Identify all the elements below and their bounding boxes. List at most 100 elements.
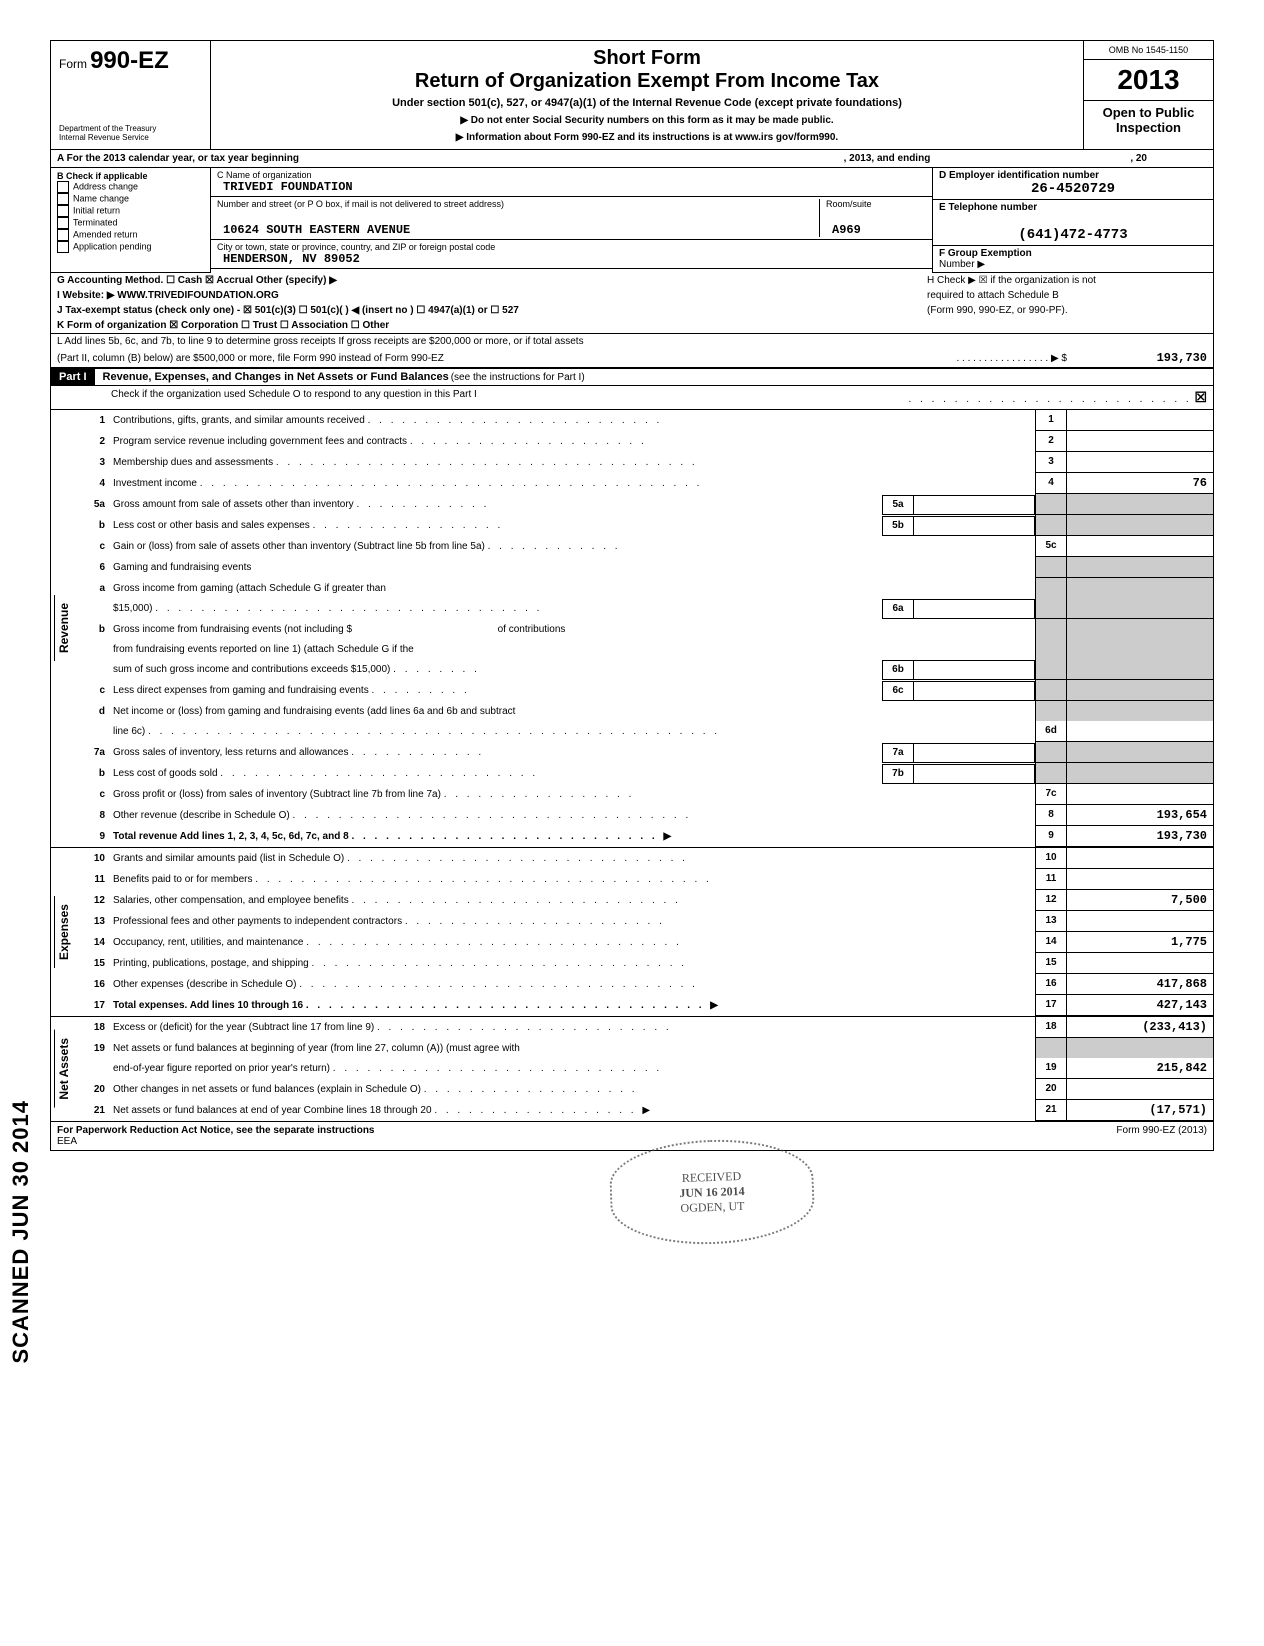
line-k: K Form of organization ☒ Corporation ☐ T… (57, 320, 1207, 331)
line-21-desc: Net assets or fund balances at end of ye… (113, 1105, 432, 1116)
short-form-label: Short Form (219, 47, 1075, 70)
line-l1: L Add lines 5b, 6c, and 7b, to line 9 to… (57, 336, 584, 347)
city-state-zip: HENDERSON, NV 89052 (217, 252, 926, 266)
form-title: Return of Organization Exempt From Incom… (219, 70, 1075, 93)
line-15-desc: Printing, publications, postage, and shi… (113, 958, 309, 969)
form-subtitle: Under section 501(c), 527, or 4947(a)(1)… (219, 97, 1075, 109)
line-9-val: 193,730 (1066, 826, 1213, 847)
netassets-vertical: Net Assets (54, 1030, 73, 1108)
check-mark: ☒ (1194, 389, 1207, 405)
line-7b-box: 7b (882, 764, 913, 784)
section-d-label: D Employer identification number (939, 170, 1207, 181)
line-10-val (1066, 848, 1213, 869)
line-5a-desc: Gross amount from sale of assets other t… (113, 499, 354, 510)
line-2-val (1066, 431, 1213, 452)
section-c: C Name of organization TRIVEDI FOUNDATIO… (211, 168, 933, 273)
header-left: Form 990-EZ Department of the Treasury I… (51, 41, 211, 149)
line-7b-val (1066, 763, 1213, 784)
footer-right: Form 990-EZ (2013) (1116, 1125, 1207, 1147)
line-2-desc: Program service revenue including govern… (113, 436, 407, 447)
form-number: 990-EZ (90, 47, 169, 74)
instruction-2: ▶ Information about Form 990-EZ and its … (219, 132, 1075, 143)
scanned-stamp: SCANNED JUN 30 2014 (8, 1100, 34, 1364)
checkbox-name-change[interactable] (57, 193, 69, 205)
tax-year: 2013 (1084, 60, 1213, 101)
line-17-desc: Total expenses. Add lines 10 through 16 (113, 1000, 303, 1011)
identity-block: B Check if applicable Address change Nam… (50, 168, 1214, 273)
line-6d-pre: Net income or (loss) from gaming and fun… (113, 706, 515, 717)
line-6b-mid: of contributions (498, 624, 566, 635)
line-5b-box: 5b (882, 516, 913, 536)
section-b: B Check if applicable Address change Nam… (51, 168, 211, 273)
netassets-side-label: Net Assets (51, 1017, 75, 1121)
part-1-title: Revenue, Expenses, and Changes in Net As… (95, 371, 449, 383)
line-1-val (1066, 410, 1213, 431)
line-1-desc: Contributions, gifts, grants, and simila… (113, 415, 365, 426)
label-initial-return: Initial return (73, 205, 120, 215)
line-6b-subval (913, 660, 1035, 680)
line-h3: (Form 990, 990-EZ, or 990-PF). (927, 305, 1207, 316)
line-j-row: J Tax-exempt status (check only one) - ☒… (50, 303, 1214, 318)
form-990ez: Form 990-EZ Department of the Treasury I… (50, 40, 1214, 1151)
line-6b-box: 6b (882, 660, 913, 680)
open-to-public: Open to Public Inspection (1084, 101, 1213, 139)
line-i-row: I Website: ▶ WWW.TRIVEDIFOUNDATION.ORG r… (50, 288, 1214, 303)
line-14-desc: Occupancy, rent, utilities, and maintena… (113, 937, 303, 948)
line-k-row: K Form of organization ☒ Corporation ☐ T… (50, 318, 1214, 334)
checkbox-initial-return[interactable] (57, 205, 69, 217)
street-label: Number and street (or P O box, if mail i… (217, 199, 819, 209)
line-7c-val (1066, 784, 1213, 805)
line-7a-subval (913, 743, 1035, 763)
check-dots: . . . . . . . . . . . . . . . . . . . . … (909, 394, 1192, 405)
phone-value: (641)472-4773 (939, 227, 1207, 243)
line-l-amount: 193,730 (1067, 351, 1207, 365)
line-l-row2: (Part II, column (B) below) are $500,000… (50, 349, 1214, 368)
checkbox-address-change[interactable] (57, 181, 69, 193)
department: Department of the Treasury Internal Reve… (59, 125, 202, 143)
checkbox-amended[interactable] (57, 229, 69, 241)
expenses-vertical: Expenses (54, 896, 73, 968)
checkbox-application-pending[interactable] (57, 241, 69, 253)
checkbox-terminated[interactable] (57, 217, 69, 229)
check-text: Check if the organization used Schedule … (111, 389, 477, 406)
line-19-preval (1066, 1038, 1213, 1058)
line-5a-val (1066, 494, 1213, 515)
line-18-desc: Excess or (deficit) for the year (Subtra… (113, 1022, 374, 1033)
section-a-end: , 20 (1130, 153, 1147, 164)
label-application-pending: Application pending (73, 241, 152, 251)
netassets-section: Net Assets 18Excess or (deficit) for the… (50, 1017, 1214, 1122)
expenses-side-label: Expenses (51, 848, 75, 1016)
line-l2: (Part II, column (B) below) are $500,000… (57, 353, 444, 364)
dept-line2: Internal Revenue Service (59, 134, 202, 143)
street-address: 10624 SOUTH EASTERN AVENUE (217, 223, 819, 237)
ein-value: 26-4520729 (939, 181, 1207, 197)
part-1-suffix: (see the instructions for Part I) (449, 372, 585, 383)
line-6a-pre: Gross income from gaming (attach Schedul… (113, 583, 386, 594)
instruction-1: ▶ Do not enter Social Security numbers o… (219, 115, 1075, 126)
line-19-val: 215,842 (1066, 1058, 1213, 1079)
line-6d-desc: line 6c) (113, 726, 145, 737)
form-prefix: Form (59, 57, 87, 71)
part-1-header: Part I Revenue, Expenses, and Changes in… (50, 368, 1214, 386)
section-def: D Employer identification number 26-4520… (933, 168, 1213, 273)
label-address-change: Address change (73, 181, 138, 191)
line-l-row1: L Add lines 5b, 6c, and 7b, to line 9 to… (50, 334, 1214, 349)
line-h: H Check ▶ ☒ if the organization is not (927, 275, 1207, 286)
section-f-label2: Number ▶ (939, 259, 1207, 270)
part-1-label: Part I (51, 369, 95, 385)
line-11-val (1066, 869, 1213, 890)
line-6b-line2: from fundraising events reported on line… (113, 644, 414, 655)
received-line3: OGDEN, UT (680, 1198, 744, 1215)
line-h2: required to attach Schedule B (927, 290, 1207, 301)
organization-name: TRIVEDI FOUNDATION (217, 180, 926, 194)
expenses-section: Expenses 10Grants and similar amounts pa… (50, 848, 1214, 1017)
section-f-label: F Group Exemption (939, 248, 1207, 259)
label-terminated: Terminated (73, 217, 118, 227)
line-6d-preval (1066, 701, 1213, 721)
revenue-section: Revenue 1Contributions, gifts, grants, a… (50, 410, 1214, 848)
line-13-val (1066, 911, 1213, 932)
city-label: City or town, state or province, country… (217, 242, 926, 252)
section-a-mid: , 2013, and ending (844, 153, 931, 164)
line-6b-desc: sum of such gross income and contributio… (113, 664, 390, 675)
received-stamp: RECEIVED JUN 16 2014 OGDEN, UT (608, 1136, 816, 1247)
